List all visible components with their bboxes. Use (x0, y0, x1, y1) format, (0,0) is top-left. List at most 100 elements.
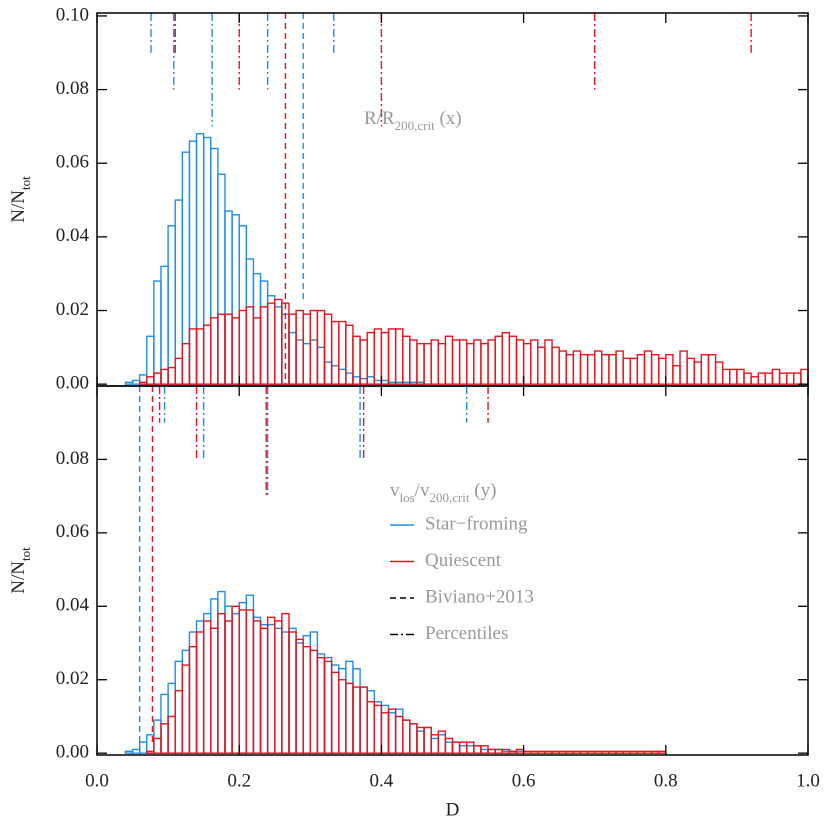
histogram-bar (451, 741, 461, 754)
histogram-bar (373, 701, 383, 754)
histogram-bar (352, 686, 361, 754)
histogram-bar (565, 354, 575, 385)
histogram-bar (409, 723, 418, 754)
histogram-bar (338, 320, 347, 385)
histogram-bar (259, 280, 269, 385)
histogram-bar (153, 737, 162, 754)
histogram-bar (330, 671, 340, 754)
histogram-bar (437, 342, 447, 385)
histogram-bar (338, 679, 347, 754)
histogram-bar (124, 381, 134, 385)
histogram-bar (288, 331, 297, 385)
histogram-bar (167, 225, 176, 385)
histogram-bar (387, 328, 397, 385)
y-tick-label: 0.08 (56, 448, 89, 469)
histogram-bar (153, 280, 162, 385)
histogram-bar (373, 328, 383, 385)
histogram-bar (167, 715, 176, 754)
histogram-bar (366, 690, 375, 754)
histogram-bar (423, 726, 432, 754)
histogram-bar (793, 372, 802, 385)
histogram-bar (245, 594, 255, 754)
histogram-bar (750, 376, 759, 385)
text-part: N/N (8, 561, 29, 594)
y-tick-label: 0.04 (56, 225, 90, 246)
histogram-bar (224, 620, 233, 754)
histogram-bar (224, 210, 233, 385)
histogram-bar (316, 346, 326, 385)
histogram-bar (138, 381, 148, 385)
histogram-bar (402, 335, 411, 385)
histogram-bar (558, 750, 567, 754)
histogram-bar (601, 750, 610, 754)
histogram-bar (487, 748, 496, 754)
histogram-bar (188, 328, 198, 385)
histogram-bar (586, 354, 596, 385)
histogram-bar (359, 339, 368, 385)
histogram-bar (650, 354, 660, 385)
histogram-bar (771, 368, 781, 385)
histogram-bar (657, 357, 667, 385)
histogram-bar (302, 313, 312, 385)
histogram-bar (458, 339, 468, 385)
histogram-bar (323, 660, 333, 754)
histogram-bar (330, 664, 340, 754)
histogram-bar (224, 313, 233, 385)
histogram-bar (167, 366, 176, 385)
histogram-bar (288, 313, 297, 385)
histogram-bar (473, 745, 482, 754)
histogram-bar (665, 354, 674, 385)
histogram-bar (252, 272, 262, 385)
histogram-bar (167, 682, 176, 754)
subscript: los (400, 490, 415, 505)
y-tick-label: 0.02 (56, 668, 89, 689)
histogram-bar (522, 750, 532, 754)
histogram-bar (174, 357, 184, 385)
histogram-bar (217, 612, 226, 754)
histogram-bar (800, 368, 809, 385)
histogram-bar (785, 372, 795, 385)
histogram-bar (266, 295, 276, 385)
y-axis-label: N/Ntot (8, 547, 33, 594)
histogram-bar (451, 741, 461, 754)
histogram-bar (309, 339, 319, 385)
histogram-bar (245, 306, 255, 385)
histogram-bar (380, 331, 390, 385)
y-axis-label: N/Ntot (8, 176, 33, 223)
histogram-bar (323, 313, 333, 385)
plot-frame (96, 385, 809, 756)
histogram-bar (359, 377, 368, 385)
histogram-bar (217, 313, 226, 385)
histogram-bar (402, 719, 411, 754)
histogram-bar (458, 741, 468, 754)
y-tick-label: 0.10 (56, 4, 89, 25)
histogram-bar (302, 342, 312, 385)
histogram-bar (174, 690, 184, 754)
histogram-bar (217, 173, 226, 385)
histogram-bar (124, 750, 134, 754)
histogram-bar (473, 339, 482, 385)
histogram-bar (259, 623, 269, 754)
histogram-bar (238, 225, 248, 385)
histogram-bar (579, 354, 589, 385)
histogram-bar (231, 317, 240, 385)
subscript: 200,crit (395, 118, 435, 133)
x-tick-label: 0.6 (512, 770, 536, 791)
x-axis-label: D (446, 799, 460, 820)
histogram-bar (302, 634, 312, 754)
histogram-bar (572, 350, 582, 385)
histogram-bar (224, 605, 233, 754)
histogram-bar (160, 723, 169, 754)
histogram-bar (608, 354, 617, 385)
histogram-bar (202, 620, 212, 754)
histogram-bar (565, 750, 575, 754)
legend-label: Percentiles (425, 623, 508, 644)
histogram-bar (231, 612, 240, 754)
histogram-bar (245, 609, 255, 754)
histogram-bar (210, 627, 219, 754)
histogram-bar (295, 339, 304, 385)
histogram-bar (131, 748, 141, 754)
y-tick-label: 0.04 (56, 595, 90, 616)
histogram-bar (629, 750, 639, 754)
legend-label: Quiescent (425, 550, 502, 571)
